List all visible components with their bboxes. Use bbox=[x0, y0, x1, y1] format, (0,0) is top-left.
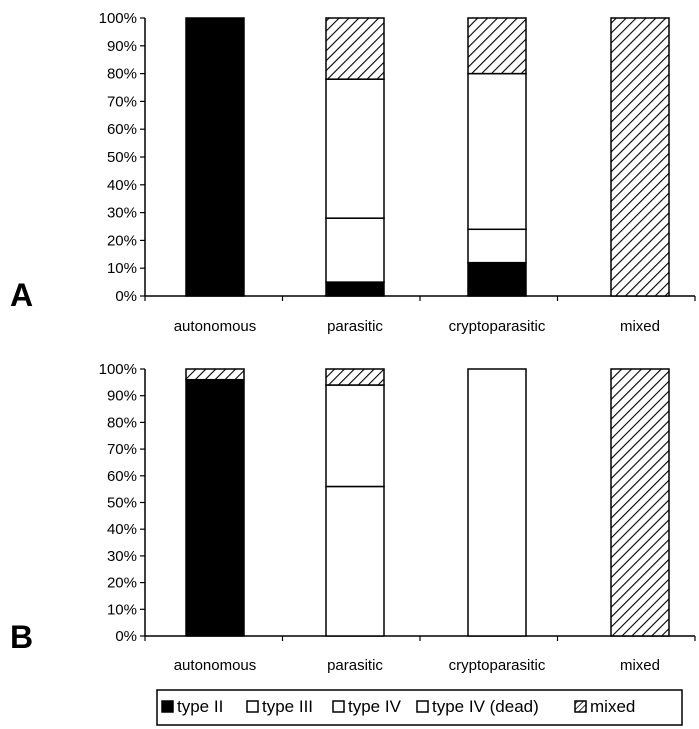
legend-swatch-type-iv-dead bbox=[416, 700, 429, 713]
x-tick-label: cryptoparasitic bbox=[449, 318, 546, 335]
bar-cryptoparasitic-type-iv bbox=[467, 72, 527, 231]
bar-cryptoparasitic-type-ii bbox=[467, 261, 527, 297]
legend-swatch-type-ii bbox=[161, 700, 174, 713]
bar-autonomous-type-ii bbox=[185, 378, 245, 637]
y-tick-label: 90% bbox=[107, 38, 137, 55]
y-tick-label: 30% bbox=[107, 548, 137, 565]
y-tick-label: 90% bbox=[107, 388, 137, 405]
legend-label-type-ii: type II bbox=[177, 697, 223, 716]
bar-cryptoparasitic-mixed bbox=[467, 17, 527, 75]
y-tick-label: 0% bbox=[115, 628, 137, 645]
y-tick-label: 40% bbox=[107, 521, 137, 538]
y-tick-label: 20% bbox=[107, 232, 137, 249]
y-tick-label: 80% bbox=[107, 414, 137, 431]
x-tick-label: parasitic bbox=[327, 318, 383, 335]
y-tick-label: 70% bbox=[107, 93, 137, 110]
bar-parasitic-mixed bbox=[325, 368, 385, 386]
y-tick-label: 0% bbox=[115, 288, 137, 305]
legend: type II type III type IV type IV (dead) mixe… bbox=[156, 689, 683, 726]
y-tick-label: 60% bbox=[107, 121, 137, 138]
bar-mixed-mixed bbox=[610, 368, 670, 637]
x-tick-label: autonomous bbox=[174, 657, 257, 674]
legend-label-type-iv-dead: type IV (dead) bbox=[432, 697, 539, 716]
x-tick-label: cryptoparasitic bbox=[449, 657, 546, 674]
x-tick-label: parasitic bbox=[327, 657, 383, 674]
y-tick-label: 40% bbox=[107, 177, 137, 194]
panel-label-a: A bbox=[10, 277, 33, 313]
panel-label-b: B bbox=[10, 619, 33, 655]
legend-swatch-type-iv bbox=[332, 700, 345, 713]
x-tick-label: autonomous bbox=[174, 318, 257, 335]
y-tick-label: 100% bbox=[99, 361, 137, 378]
legend-label-type-iv: type IV bbox=[348, 697, 402, 716]
chart-panel-b: 0% 10% 20% 30% 40% 50% 60% 70% 80% 90% 100% autonom… bbox=[99, 361, 696, 674]
bar-parasitic-type-iv bbox=[325, 384, 385, 488]
chart-panel-a: 0% 10% 20% 30% 40% 50% 60% 70% 80% 90% 100% autonom… bbox=[99, 10, 696, 335]
bar-autonomous-type-ii bbox=[185, 17, 245, 297]
bar-parasitic-type-iii bbox=[325, 217, 385, 283]
y-tick-label: 50% bbox=[107, 495, 137, 512]
y-tick-label: 80% bbox=[107, 66, 137, 83]
y-tick-label: 30% bbox=[107, 205, 137, 222]
bar-parasitic-mixed bbox=[325, 17, 385, 80]
bar-autonomous-mixed bbox=[185, 368, 245, 381]
y-tick-label: 20% bbox=[107, 575, 137, 592]
y-tick-label: 10% bbox=[107, 260, 137, 277]
y-tick-label: 60% bbox=[107, 468, 137, 485]
x-tick-label: mixed bbox=[620, 657, 660, 674]
bar-parasitic-type-iv bbox=[325, 78, 385, 219]
y-tick-label: 10% bbox=[107, 601, 137, 618]
bar-cryptoparasitic-type-iv bbox=[467, 368, 527, 637]
legend-swatch-mixed bbox=[574, 700, 587, 713]
bar-cryptoparasitic-type-iii bbox=[467, 228, 527, 264]
x-tick-label: mixed bbox=[620, 318, 660, 335]
y-tick-label: 50% bbox=[107, 149, 137, 166]
y-tick-label: 100% bbox=[99, 10, 137, 27]
bar-parasitic-type-iii bbox=[325, 485, 385, 637]
bar-parasitic-type-ii bbox=[325, 281, 385, 297]
legend-label-type-iii: type III bbox=[262, 697, 313, 716]
legend-swatch-type-iii bbox=[246, 700, 259, 713]
legend-label-mixed: mixed bbox=[590, 697, 635, 716]
bar-mixed-mixed bbox=[610, 17, 670, 297]
y-tick-label: 70% bbox=[107, 441, 137, 458]
